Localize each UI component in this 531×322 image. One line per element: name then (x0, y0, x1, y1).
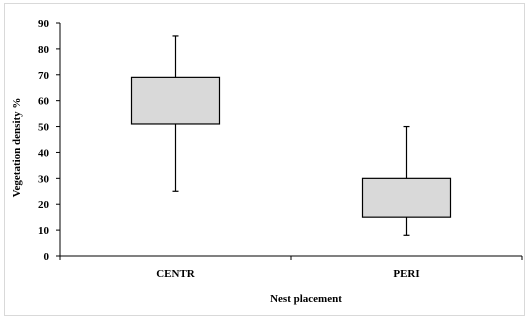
y-tick-label: 90 (38, 18, 50, 30)
box-peri (361, 125, 452, 236)
box-centr (130, 35, 221, 192)
x-axis-ticks: CENTR PERI (59, 256, 523, 280)
box-body (361, 177, 452, 218)
x-tick-label: CENTR (156, 268, 196, 280)
y-tick-label: 10 (38, 225, 50, 237)
y-axis-title: Vegetation density % (11, 98, 23, 198)
x-tick-label: PERI (393, 268, 419, 280)
boxes-group (130, 35, 452, 236)
y-tick-label: 20 (38, 199, 50, 211)
y-tick-label: 80 (38, 44, 50, 56)
y-tick-label: 40 (38, 147, 50, 159)
y-tick-label: 60 (38, 96, 50, 108)
box-body (130, 76, 221, 125)
chart-frame (4, 3, 525, 316)
y-tick-label: 50 (38, 122, 50, 134)
y-tick-label: 0 (44, 251, 50, 263)
y-tick-label: 30 (38, 173, 50, 185)
y-axis-ticks: 0 10 20 30 40 50 60 70 80 90 (38, 18, 60, 263)
x-axis-title: Nest placement (270, 293, 342, 305)
y-tick-label: 70 (38, 70, 50, 82)
